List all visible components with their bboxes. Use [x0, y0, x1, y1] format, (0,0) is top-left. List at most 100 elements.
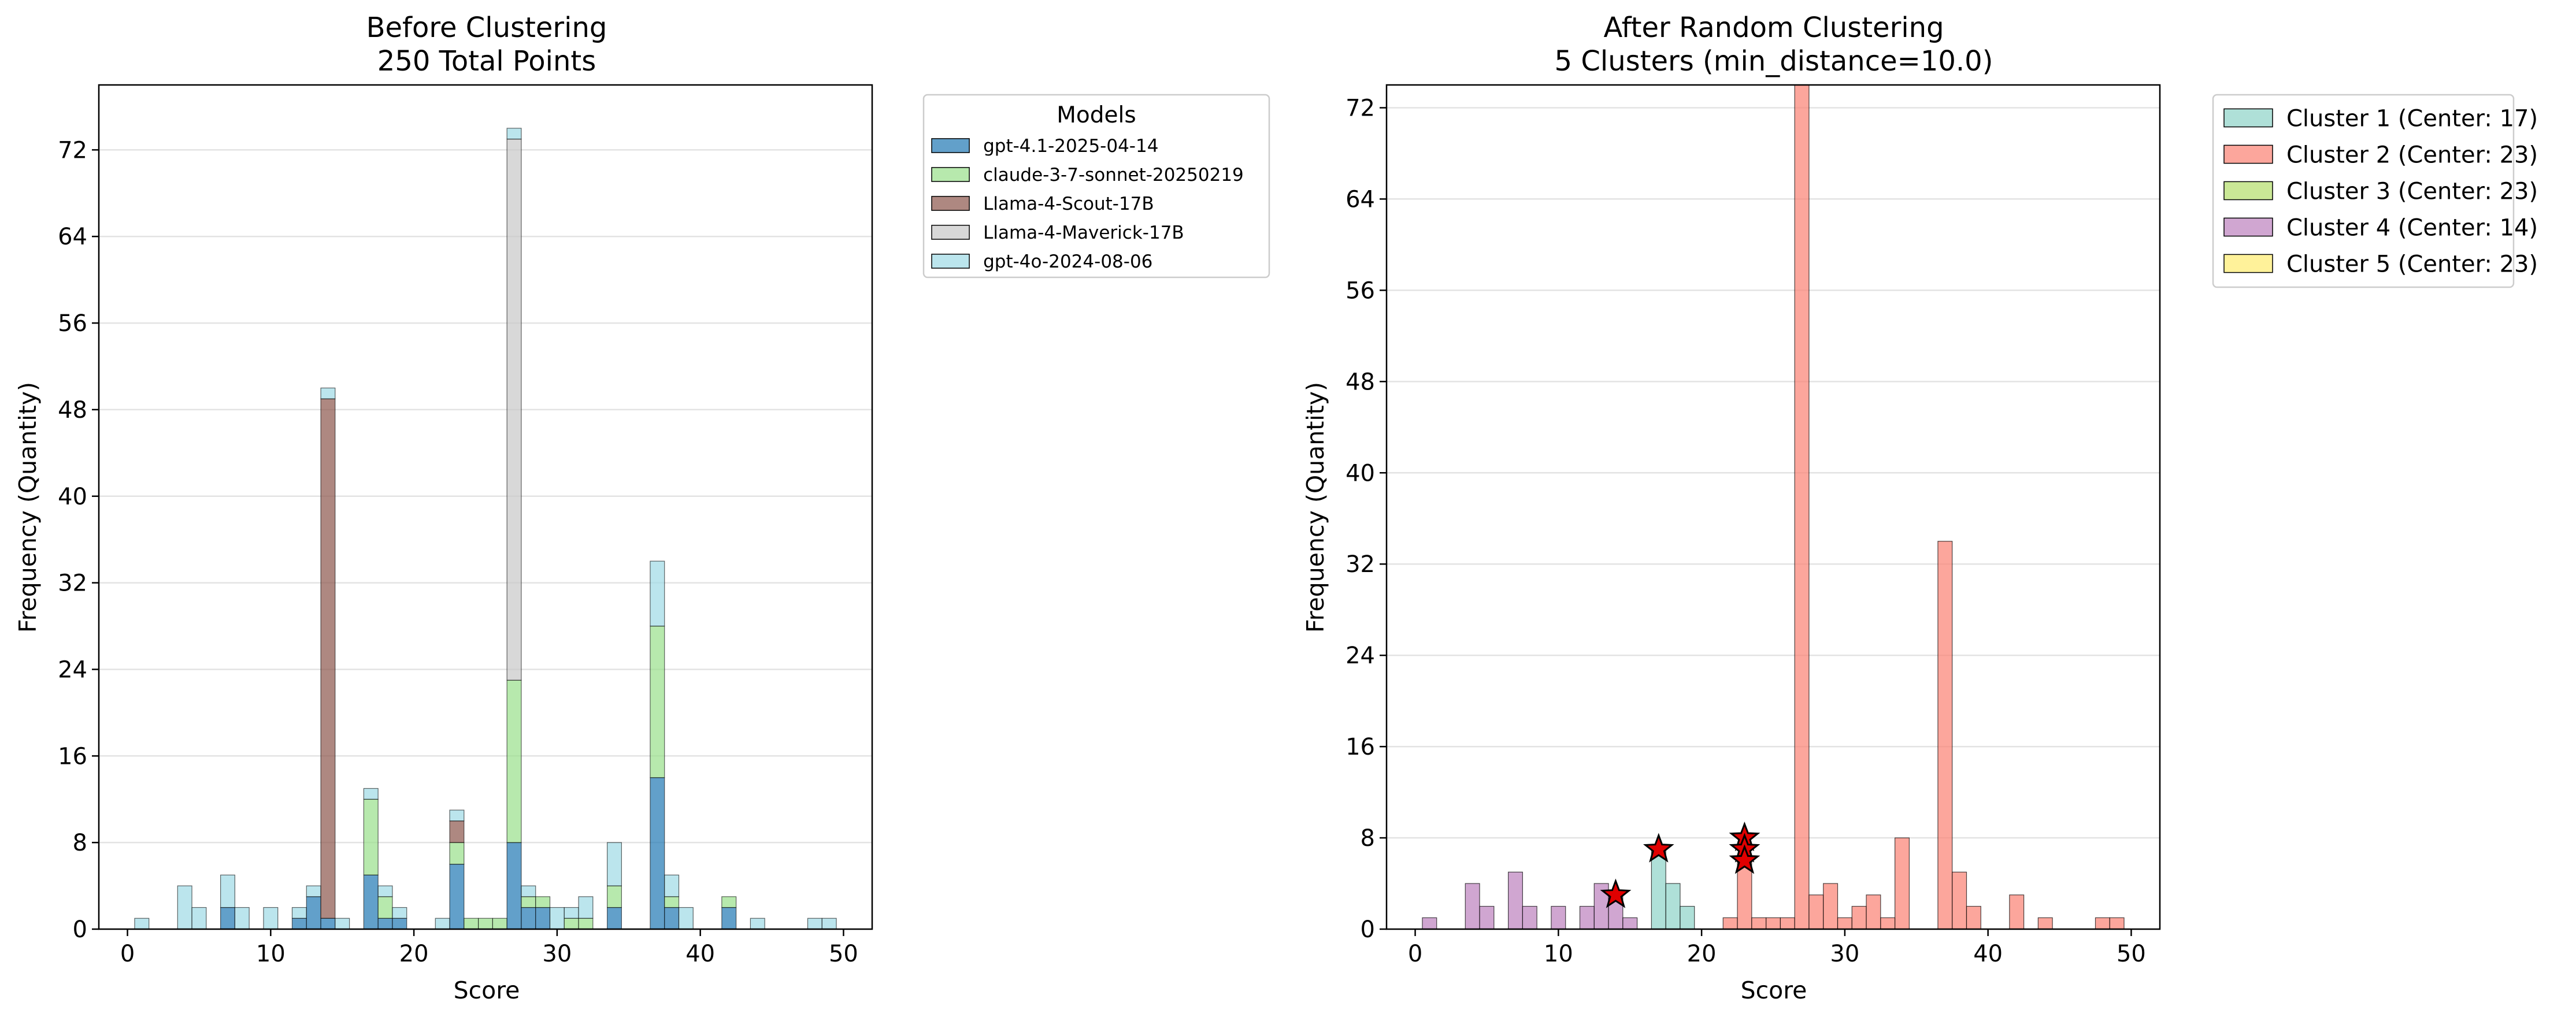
bar [449, 864, 465, 930]
bar [1823, 883, 1839, 930]
bar [535, 907, 551, 930]
bar [1851, 905, 1867, 930]
legend-label: Llama-4-Maverick-17B [983, 222, 1184, 243]
bar [2109, 917, 2125, 930]
x-axis-label: Score [454, 977, 520, 1004]
bar [807, 918, 822, 930]
bar [306, 885, 321, 897]
bar [377, 918, 393, 930]
plot-frame [1385, 84, 2161, 930]
bar [306, 896, 321, 930]
bar [1966, 905, 1981, 930]
x-axis-label: Score [1741, 977, 1807, 1004]
bar [392, 907, 407, 919]
y-tick-label: 32 [58, 570, 87, 597]
bar [1465, 883, 1480, 930]
y-tick-label: 16 [1346, 734, 1375, 760]
bar [191, 907, 207, 930]
bar [1937, 541, 1953, 930]
bar [1665, 883, 1681, 930]
x-tick-label: 0 [120, 941, 135, 967]
bar [449, 842, 465, 865]
bar [721, 896, 737, 908]
legend-label: Cluster 3 (Center: 23) [2286, 178, 2538, 205]
bar [721, 907, 737, 930]
y-tick-label: 8 [73, 830, 87, 856]
legend-label: Cluster 4 (Center: 14) [2286, 214, 2538, 241]
bar [506, 680, 522, 843]
legend-swatch [931, 138, 970, 153]
y-tick-label: 24 [58, 656, 87, 683]
x-tick-label: 40 [1973, 941, 2003, 967]
legend-entries: Cluster 1 (Center: 17) Cluster 2 (Center:… [2223, 105, 2538, 277]
x-tick-label: 20 [1687, 941, 1717, 967]
bar [1866, 894, 1881, 930]
chart-title: After Random Clustering [1603, 12, 1944, 44]
plot-frame [98, 84, 873, 930]
bar [650, 560, 665, 627]
bar [607, 842, 622, 886]
legend-label: Cluster 5 (Center: 23) [2286, 251, 2538, 277]
bar [1579, 905, 1595, 930]
y-axis-label: Frequency (Quantity) [14, 382, 42, 633]
bar [377, 896, 393, 919]
legend-swatch [931, 254, 970, 269]
bar [535, 896, 551, 908]
legend-label: Llama-4-Scout-17B [983, 194, 1154, 214]
bar [177, 885, 192, 930]
bar [377, 885, 393, 897]
legend-frame [922, 94, 1270, 279]
bar [750, 918, 765, 930]
x-tick-label: 0 [1408, 941, 1422, 967]
bar [1680, 905, 1695, 930]
x-tick-label: 20 [399, 941, 429, 967]
bar [134, 918, 150, 930]
bar [1751, 917, 1767, 930]
legend-label: Cluster 2 (Center: 23) [2286, 142, 2538, 168]
bar [1808, 894, 1824, 930]
legend: Models gpt-4.1-2025-04-14 claude-3-7-sonn… [922, 94, 1270, 279]
legend-entries: gpt-4.1-2025-04-14 claude-3-7-sonnet-2025… [931, 136, 1244, 272]
bar [564, 918, 579, 930]
bar [478, 918, 493, 930]
y-tick-label: 56 [58, 310, 87, 337]
bar [335, 918, 350, 930]
y-tick-label: 72 [58, 137, 87, 164]
bar [506, 139, 522, 681]
bar [664, 874, 680, 897]
bar [320, 387, 336, 399]
bar [263, 907, 279, 930]
bar [549, 907, 565, 930]
y-tick-label: 32 [1346, 551, 1375, 578]
bar [2037, 917, 2053, 930]
legend-label: gpt-4.1-2025-04-14 [983, 136, 1158, 157]
cluster-center-star [1600, 878, 1632, 908]
bar [464, 918, 479, 930]
bar [220, 907, 235, 930]
legend-title: Models [1057, 102, 1136, 128]
legend-label: claude-3-7-sonnet-20250219 [983, 165, 1244, 185]
bar [664, 896, 680, 908]
y-axis-label: Frequency (Quantity) [1302, 382, 1329, 633]
bar [664, 907, 680, 930]
bar [521, 885, 536, 897]
bar [1422, 917, 1437, 930]
bar [291, 907, 307, 919]
bar [564, 907, 579, 919]
y-tick-label: 0 [1361, 916, 1375, 943]
bar [435, 918, 450, 930]
bar [1622, 917, 1638, 930]
legend-label: Cluster 1 (Center: 17) [2286, 105, 2538, 132]
chart-subtitle: 5 Clusters (min_distance=10.0) [1555, 45, 1993, 77]
legend-swatch [931, 196, 970, 211]
cluster-center-star [1643, 833, 1674, 863]
bar [607, 885, 622, 908]
bar [2009, 894, 2025, 930]
y-tick-label: 56 [1346, 277, 1375, 304]
y-tick-label: 48 [1346, 369, 1375, 395]
bar [234, 907, 250, 930]
bar [492, 918, 507, 930]
y-tick-label: 0 [73, 916, 87, 943]
y-tick-label: 40 [58, 484, 87, 510]
bar [578, 918, 594, 930]
